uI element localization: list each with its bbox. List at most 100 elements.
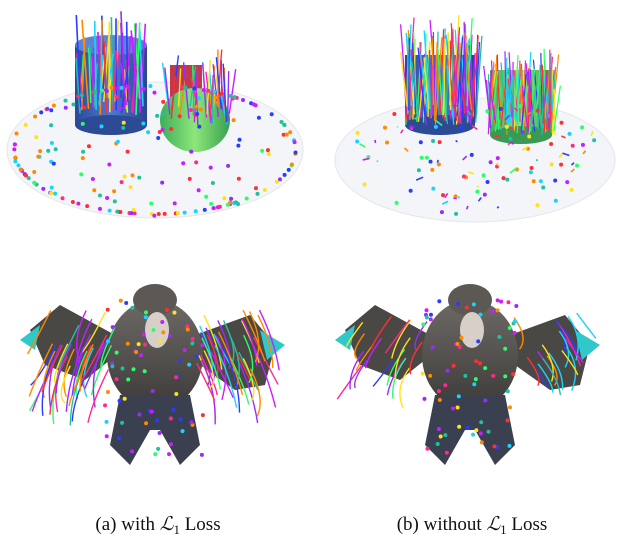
point bbox=[255, 192, 259, 196]
point bbox=[108, 209, 112, 213]
point bbox=[123, 175, 127, 179]
point bbox=[172, 311, 176, 315]
point bbox=[267, 152, 271, 156]
point bbox=[183, 348, 187, 352]
point bbox=[189, 108, 193, 112]
point bbox=[64, 99, 68, 103]
point bbox=[438, 140, 442, 144]
point bbox=[252, 102, 256, 106]
point bbox=[479, 420, 483, 424]
point bbox=[443, 383, 447, 387]
point bbox=[431, 139, 435, 143]
point bbox=[491, 374, 495, 378]
point bbox=[245, 197, 249, 201]
point bbox=[191, 337, 195, 341]
point bbox=[105, 89, 109, 93]
point bbox=[155, 114, 159, 118]
point bbox=[32, 170, 36, 174]
point bbox=[436, 442, 440, 446]
point bbox=[212, 206, 216, 210]
point bbox=[197, 188, 201, 192]
point bbox=[13, 159, 17, 163]
point bbox=[106, 308, 110, 312]
point bbox=[187, 363, 191, 367]
point bbox=[212, 90, 216, 94]
point bbox=[474, 377, 478, 381]
point bbox=[157, 212, 161, 216]
point bbox=[254, 186, 258, 190]
point bbox=[474, 359, 478, 363]
point bbox=[282, 123, 286, 127]
point bbox=[581, 143, 585, 147]
point bbox=[565, 180, 569, 184]
trajectories bbox=[12, 11, 596, 457]
point bbox=[111, 325, 115, 329]
point bbox=[130, 449, 134, 453]
point bbox=[257, 116, 261, 120]
point bbox=[199, 108, 203, 112]
point bbox=[190, 341, 194, 345]
point bbox=[142, 332, 146, 336]
point bbox=[285, 133, 289, 137]
short-trajectory bbox=[524, 148, 527, 149]
point bbox=[183, 85, 187, 89]
point bbox=[503, 374, 507, 378]
point bbox=[499, 300, 503, 304]
point bbox=[81, 122, 85, 126]
point bbox=[218, 205, 222, 209]
point bbox=[554, 199, 558, 203]
point bbox=[148, 84, 152, 88]
point bbox=[270, 112, 274, 116]
point bbox=[263, 188, 267, 192]
figure: (a) with ℒ1 Loss (b) without ℒ1 Loss bbox=[0, 0, 621, 543]
point bbox=[115, 95, 119, 99]
point bbox=[152, 328, 156, 332]
disk bbox=[7, 82, 303, 218]
point bbox=[226, 203, 230, 207]
point bbox=[38, 149, 42, 153]
point bbox=[437, 389, 441, 393]
point bbox=[32, 181, 36, 185]
point bbox=[98, 207, 102, 211]
point bbox=[496, 308, 500, 312]
point bbox=[465, 305, 469, 309]
point bbox=[290, 163, 294, 167]
point bbox=[85, 204, 89, 208]
point bbox=[160, 320, 164, 324]
point bbox=[110, 86, 114, 90]
point bbox=[126, 377, 130, 381]
short-trajectory bbox=[536, 159, 537, 160]
point bbox=[39, 110, 43, 114]
point bbox=[456, 342, 460, 346]
point bbox=[260, 149, 264, 153]
point bbox=[152, 214, 156, 218]
point bbox=[275, 180, 279, 184]
point bbox=[178, 359, 182, 363]
point bbox=[475, 190, 479, 194]
point bbox=[419, 140, 423, 144]
point bbox=[429, 160, 433, 164]
point bbox=[437, 427, 441, 431]
point bbox=[139, 353, 143, 357]
point bbox=[179, 417, 183, 421]
point bbox=[144, 421, 148, 425]
point bbox=[503, 347, 507, 351]
point bbox=[150, 410, 154, 414]
point bbox=[143, 343, 147, 347]
point bbox=[507, 444, 511, 448]
point bbox=[155, 419, 159, 423]
point bbox=[158, 339, 162, 343]
point bbox=[158, 431, 162, 435]
point bbox=[409, 189, 413, 193]
point bbox=[92, 188, 96, 192]
trajectory bbox=[431, 65, 432, 116]
point bbox=[511, 372, 515, 376]
point bbox=[173, 201, 177, 205]
point bbox=[119, 86, 123, 90]
point bbox=[126, 342, 130, 346]
point bbox=[181, 161, 185, 165]
point bbox=[106, 390, 110, 394]
point bbox=[209, 166, 213, 170]
point bbox=[536, 109, 540, 113]
point bbox=[425, 308, 429, 312]
